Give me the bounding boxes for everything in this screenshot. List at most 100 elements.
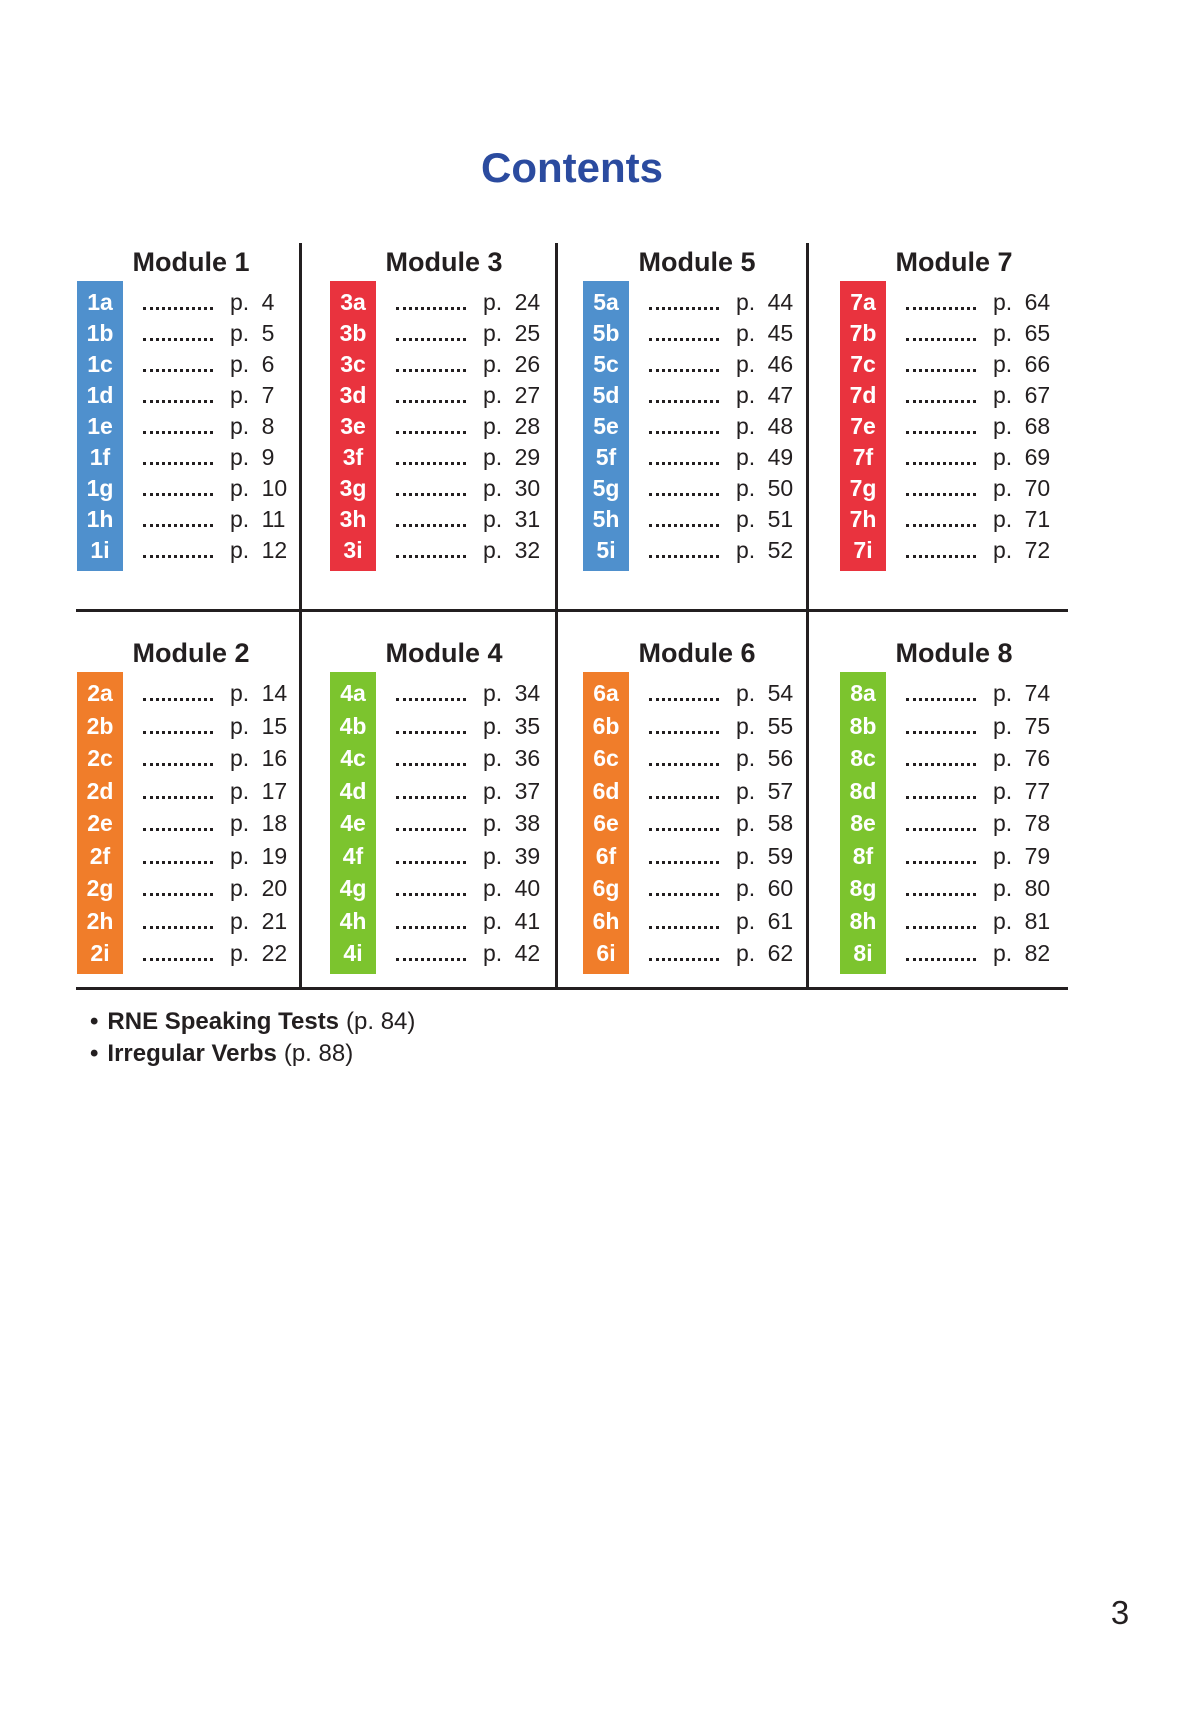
unit-label: 6i: [596, 940, 616, 966]
page-ref: p. 12: [230, 537, 288, 563]
toc-row: p. 45: [649, 320, 811, 346]
unit-label: 2b: [86, 712, 114, 739]
dotted-leader: [649, 958, 719, 961]
page-ref: p. 37: [483, 777, 541, 804]
unit-label: 2i: [90, 940, 110, 966]
module-body: 2a 2b 2c 2d 2e 2f 2g 2h 2i p. 14 p. 15 p. 16 p. 17 p.…: [77, 672, 305, 974]
unit-label: 4g: [339, 875, 367, 901]
page-ref: p. 51: [736, 506, 794, 532]
dotted-leader: [906, 698, 976, 701]
toc-row: p. 20: [143, 875, 305, 901]
dotted-leader: [649, 493, 719, 496]
dotted-leader: [143, 893, 213, 896]
toc-rows: p. 34 p. 35 p. 36 p. 37 p. 38 p. 39 p. 40 p. 41…: [396, 672, 558, 974]
toc-row: p. 6: [143, 351, 305, 377]
unit-label: 3e: [340, 413, 366, 439]
toc-rows: p. 44 p. 45 p. 46 p. 47 p. 48 p. 49 p. 50 p. 51…: [649, 281, 811, 571]
unit-label: 5c: [593, 351, 619, 377]
module-section-3: Module 3 3a 3b 3c 3d 3e 3f 3g 3h 3i p. 24 p. 25 p. 2…: [330, 246, 558, 571]
page-ref: p. 81: [993, 907, 1051, 934]
toc-row: p. 32: [396, 537, 558, 563]
dotted-leader: [396, 400, 466, 403]
unit-label: 3b: [339, 320, 367, 346]
page-ref: p. 49: [736, 444, 794, 470]
dotted-leader: [906, 795, 976, 799]
unit-badge-strip: 3a 3b 3c 3d 3e 3f 3g 3h 3i: [330, 281, 376, 571]
dotted-leader: [649, 795, 719, 799]
dotted-leader: [906, 860, 976, 864]
module-section-5: Module 5 5a 5b 5c 5d 5e 5f 5g 5h 5i p. 44 p. 45 p. 4…: [583, 246, 811, 571]
unit-label: 1f: [89, 444, 111, 470]
dotted-leader: [143, 730, 213, 734]
module-body: 7a 7b 7c 7d 7e 7f 7g 7h 7i p. 64 p. 65 p. 66 p. 67 p.…: [840, 281, 1068, 571]
toc-rows: p. 64 p. 65 p. 66 p. 67 p. 68 p. 69 p. 70 p. 71…: [906, 281, 1068, 571]
toc-row: p. 15: [143, 713, 305, 739]
page-ref: p. 20: [230, 875, 288, 901]
dotted-leader: [143, 400, 213, 403]
unit-label: 1e: [87, 413, 113, 439]
toc-row: p. 47: [649, 382, 811, 408]
dotted-leader: [396, 730, 466, 734]
dotted-leader: [649, 462, 719, 465]
page-number: 3: [1110, 1594, 1130, 1631]
page-ref: p. 42: [483, 940, 541, 966]
dotted-leader: [649, 730, 719, 734]
page-ref: p. 78: [993, 810, 1051, 836]
dotted-leader: [143, 431, 213, 434]
toc-row: p. 21: [143, 908, 305, 934]
dotted-leader: [143, 555, 213, 558]
page-ref: p. 30: [483, 475, 541, 501]
dotted-leader: [649, 369, 719, 372]
page-ref: p. 71: [993, 506, 1051, 532]
page-ref: p. 17: [230, 777, 288, 804]
page-ref: p. 80: [993, 875, 1051, 901]
toc-rows: p. 24 p. 25 p. 26 p. 27 p. 28 p. 29 p. 30 p. 31…: [396, 281, 558, 571]
dotted-leader: [143, 338, 213, 341]
unit-label: 4h: [339, 907, 367, 934]
row-divider-rule: [76, 609, 1068, 612]
unit-label: 7a: [850, 289, 876, 315]
toc-row: p. 11: [143, 506, 305, 532]
toc-rows: p. 14 p. 15 p. 16 p. 17 p. 18 p. 19 p. 20 p. 21…: [143, 672, 305, 974]
unit-label: 4e: [340, 810, 366, 836]
toc-row: p. 12: [143, 537, 305, 563]
toc-row: p. 60: [649, 875, 811, 901]
dotted-leader: [906, 462, 976, 465]
toc-row: p. 17: [143, 778, 305, 804]
toc-row: p. 22: [143, 940, 305, 966]
module-section-1: Module 1 1a 1b 1c 1d 1e 1f 1g 1h 1i p. 4 p. 5 p. 6 p.…: [77, 246, 305, 571]
dotted-leader: [396, 431, 466, 434]
page-ref: p. 69: [993, 444, 1051, 470]
bullet-dot: •: [90, 1040, 99, 1067]
toc-row: p. 8: [143, 413, 305, 439]
page-ref: p. 26: [483, 351, 541, 377]
toc-row: p. 34: [396, 680, 558, 706]
toc-row: p. 76: [906, 745, 1068, 771]
toc-row: p. 42: [396, 940, 558, 966]
unit-label: 6h: [592, 907, 620, 934]
unit-label: 7d: [849, 382, 877, 408]
toc-row: p. 46: [649, 351, 811, 377]
dotted-leader: [906, 431, 976, 434]
page-ref: p. 55: [736, 712, 794, 739]
toc-row: p. 14: [143, 680, 305, 706]
dotted-leader: [396, 338, 466, 341]
dotted-leader: [396, 795, 466, 799]
unit-label: 2e: [87, 810, 113, 836]
dotted-leader: [396, 925, 466, 929]
dotted-leader: [143, 493, 213, 496]
unit-label: 5b: [592, 320, 620, 346]
unit-label: 3h: [339, 506, 367, 532]
column-divider-3: [806, 243, 809, 990]
toc-row: p. 24: [396, 289, 558, 315]
page-ref: p. 41: [483, 907, 541, 934]
page-ref: p. 10: [230, 475, 288, 501]
toc-row: p. 36: [396, 745, 558, 771]
dotted-leader: [649, 338, 719, 341]
toc-row: p. 41: [396, 908, 558, 934]
toc-row: p. 52: [649, 537, 811, 563]
page-ref: p. 61: [736, 907, 794, 934]
unit-label: 8e: [850, 810, 876, 836]
toc-grid: Module 1 1a 1b 1c 1d 1e 1f 1g 1h 1i p. 4 p. 5 p. 6 p.…: [76, 243, 1068, 990]
